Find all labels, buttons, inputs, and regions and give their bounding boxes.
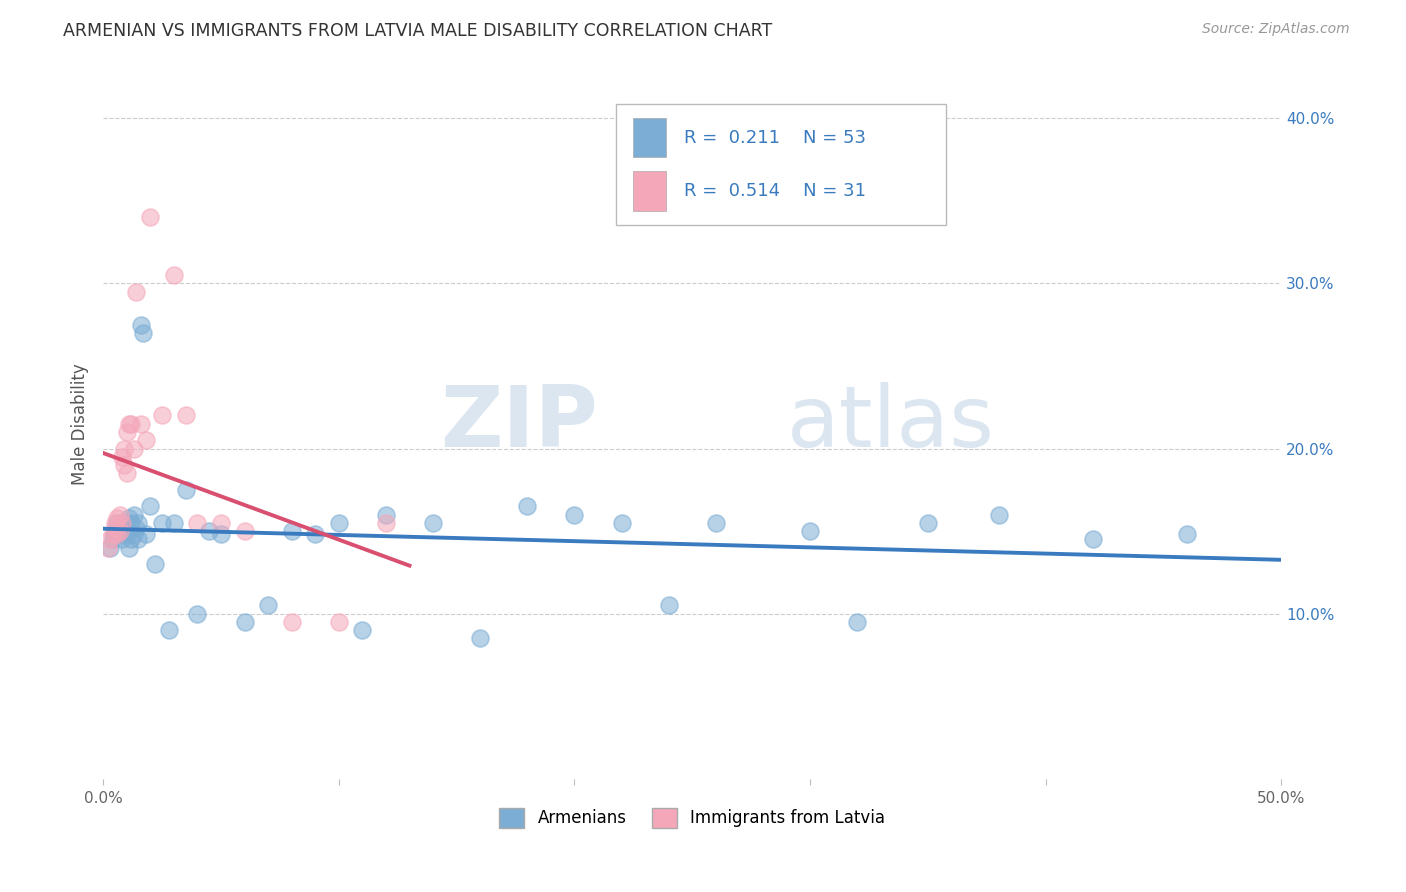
Point	[108, 527, 131, 541]
Point	[139, 211, 162, 225]
Point	[122, 508, 145, 522]
Point	[917, 516, 939, 530]
Point	[280, 615, 302, 629]
Text: ZIP: ZIP	[440, 382, 598, 466]
Point	[233, 615, 256, 629]
Point	[118, 511, 141, 525]
Point	[127, 533, 149, 547]
Point	[129, 318, 152, 332]
Point	[150, 516, 173, 530]
Point	[135, 434, 157, 448]
Point	[120, 533, 142, 547]
Point	[422, 516, 444, 530]
Point	[1175, 527, 1198, 541]
Point	[157, 624, 180, 638]
Text: Source: ZipAtlas.com: Source: ZipAtlas.com	[1202, 22, 1350, 37]
Point	[143, 557, 166, 571]
Point	[105, 527, 128, 541]
FancyBboxPatch shape	[633, 171, 666, 211]
Point	[115, 467, 138, 481]
Point	[101, 527, 124, 541]
Point	[104, 521, 127, 535]
Point	[1081, 533, 1104, 547]
Text: ARMENIAN VS IMMIGRANTS FROM LATVIA MALE DISABILITY CORRELATION CHART: ARMENIAN VS IMMIGRANTS FROM LATVIA MALE …	[63, 22, 772, 40]
Point	[257, 599, 280, 613]
Point	[101, 533, 124, 547]
Point	[987, 508, 1010, 522]
Point	[120, 516, 142, 530]
Point	[163, 268, 186, 282]
Text: R =  0.211    N = 53: R = 0.211 N = 53	[683, 128, 866, 147]
Point	[118, 541, 141, 555]
Point	[120, 417, 142, 431]
Point	[112, 442, 135, 456]
Point	[122, 442, 145, 456]
Point	[104, 516, 127, 530]
Point	[186, 516, 208, 530]
Point	[105, 524, 128, 538]
Point	[564, 508, 586, 522]
Point	[112, 458, 135, 472]
Point	[115, 516, 138, 530]
Point	[105, 516, 128, 530]
Point	[111, 450, 134, 464]
Point	[108, 521, 131, 535]
Point	[374, 508, 396, 522]
Point	[150, 409, 173, 423]
Point	[118, 417, 141, 431]
Point	[280, 524, 302, 538]
Point	[328, 516, 350, 530]
Point	[516, 500, 538, 514]
Point	[111, 516, 134, 530]
Point	[111, 533, 134, 547]
Text: atlas: atlas	[786, 382, 994, 466]
Point	[352, 624, 374, 638]
Point	[108, 524, 131, 538]
Point	[304, 527, 326, 541]
Point	[846, 615, 869, 629]
Point	[139, 500, 162, 514]
Point	[209, 516, 232, 530]
Point	[108, 508, 131, 522]
Point	[125, 285, 148, 299]
Y-axis label: Male Disability: Male Disability	[72, 363, 89, 484]
Point	[122, 527, 145, 541]
Point	[127, 516, 149, 530]
Text: R =  0.514    N = 31: R = 0.514 N = 31	[683, 182, 866, 200]
Point	[374, 516, 396, 530]
Point	[658, 599, 681, 613]
Point	[125, 521, 148, 535]
Point	[115, 527, 138, 541]
FancyBboxPatch shape	[616, 104, 946, 225]
Point	[98, 541, 121, 555]
Point	[132, 326, 155, 340]
Point	[799, 524, 821, 538]
Point	[174, 483, 197, 497]
Point	[198, 524, 221, 538]
Point	[328, 615, 350, 629]
Point	[470, 632, 492, 646]
Point	[704, 516, 727, 530]
FancyBboxPatch shape	[633, 119, 666, 157]
Point	[233, 524, 256, 538]
Point	[97, 541, 120, 555]
Point	[111, 516, 134, 530]
Point	[98, 533, 121, 547]
Legend: Armenians, Immigrants from Latvia: Armenians, Immigrants from Latvia	[492, 801, 891, 835]
Point	[209, 527, 232, 541]
Point	[163, 516, 186, 530]
Point	[115, 425, 138, 439]
Point	[105, 511, 128, 525]
Point	[129, 417, 152, 431]
Point	[186, 607, 208, 621]
Point	[610, 516, 633, 530]
Point	[174, 409, 197, 423]
Point	[135, 527, 157, 541]
Point	[112, 524, 135, 538]
Point	[104, 527, 127, 541]
